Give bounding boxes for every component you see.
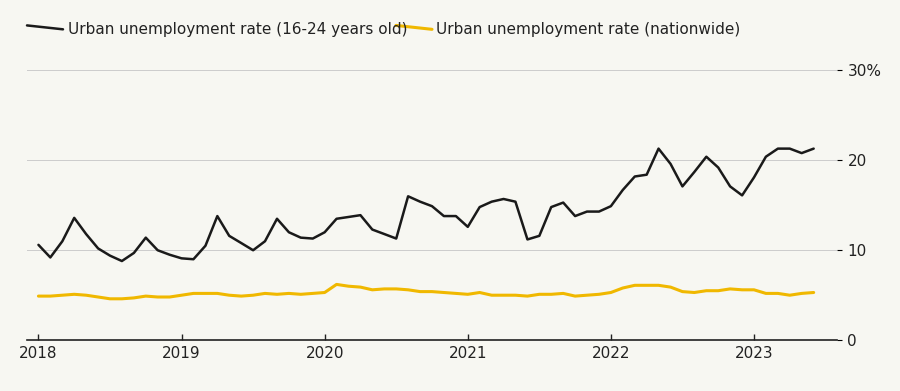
Text: Urban unemployment rate (16-24 years old): Urban unemployment rate (16-24 years old… — [68, 22, 407, 37]
Text: Urban unemployment rate (nationwide): Urban unemployment rate (nationwide) — [436, 22, 741, 37]
